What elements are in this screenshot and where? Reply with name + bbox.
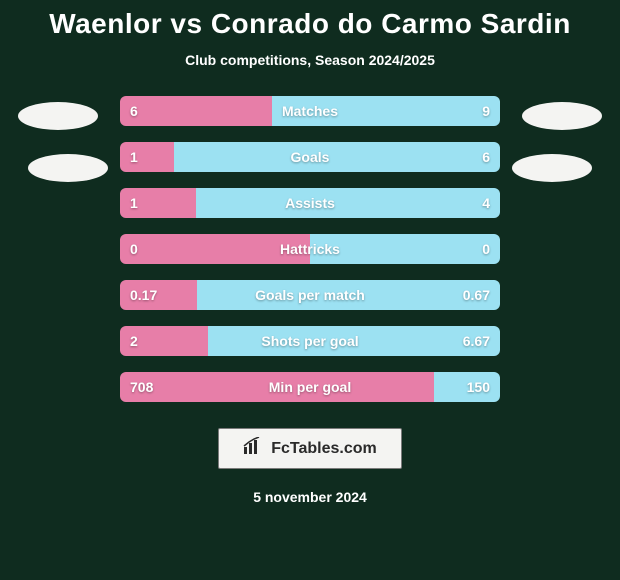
- page-title: Waenlor vs Conrado do Carmo Sardin: [49, 8, 571, 40]
- chart-area: 6 9 Matches 1 6 Goals 1 4 Assists 0 0 Hattricks 0.17…: [0, 96, 620, 402]
- stat-bar-left: [120, 142, 174, 172]
- player-left-avatar-2: [28, 154, 108, 182]
- date-label: 5 november 2024: [253, 489, 367, 505]
- stat-row: 2 6.67 Shots per goal: [120, 326, 500, 356]
- player-right-avatar-1: [522, 102, 602, 130]
- stat-row: 0.17 0.67 Goals per match: [120, 280, 500, 310]
- stat-label: Shots per goal: [261, 333, 358, 349]
- logo-chart-icon: [243, 437, 265, 460]
- stat-row: 0 0 Hattricks: [120, 234, 500, 264]
- stat-value-left: 6: [130, 103, 138, 119]
- stat-row: 1 6 Goals: [120, 142, 500, 172]
- stat-value-right: 6: [482, 149, 490, 165]
- stat-value-right: 0: [482, 241, 490, 257]
- player-left-avatar-1: [18, 102, 98, 130]
- stat-bar-right: [196, 188, 500, 218]
- stat-label: Goals: [291, 149, 330, 165]
- stat-bar-right: [174, 142, 500, 172]
- stat-value-right: 0.67: [463, 287, 490, 303]
- stat-row: 6 9 Matches: [120, 96, 500, 126]
- stat-label: Hattricks: [280, 241, 340, 257]
- logo-box: FcTables.com: [218, 428, 402, 469]
- stat-value-left: 2: [130, 333, 138, 349]
- subtitle: Club competitions, Season 2024/2025: [185, 52, 435, 68]
- stat-value-left: 1: [130, 195, 138, 211]
- stat-label: Min per goal: [269, 379, 351, 395]
- stat-value-right: 4: [482, 195, 490, 211]
- stat-value-left: 708: [130, 379, 153, 395]
- stat-bar-left: [120, 96, 272, 126]
- stat-label: Matches: [282, 103, 338, 119]
- stat-rows: 6 9 Matches 1 6 Goals 1 4 Assists 0 0 Hattricks 0.17…: [120, 96, 500, 402]
- player-right-avatar-2: [512, 154, 592, 182]
- stat-row: 1 4 Assists: [120, 188, 500, 218]
- stat-label: Goals per match: [255, 287, 365, 303]
- stat-value-left: 0.17: [130, 287, 157, 303]
- stat-value-right: 150: [467, 379, 490, 395]
- comparison-card: Waenlor vs Conrado do Carmo Sardin Club …: [0, 0, 620, 580]
- stat-value-right: 6.67: [463, 333, 490, 349]
- stat-value-left: 0: [130, 241, 138, 257]
- stat-label: Assists: [285, 195, 335, 211]
- stat-row: 708 150 Min per goal: [120, 372, 500, 402]
- logo-text: FcTables.com: [271, 440, 377, 458]
- stat-value-right: 9: [482, 103, 490, 119]
- stat-value-left: 1: [130, 149, 138, 165]
